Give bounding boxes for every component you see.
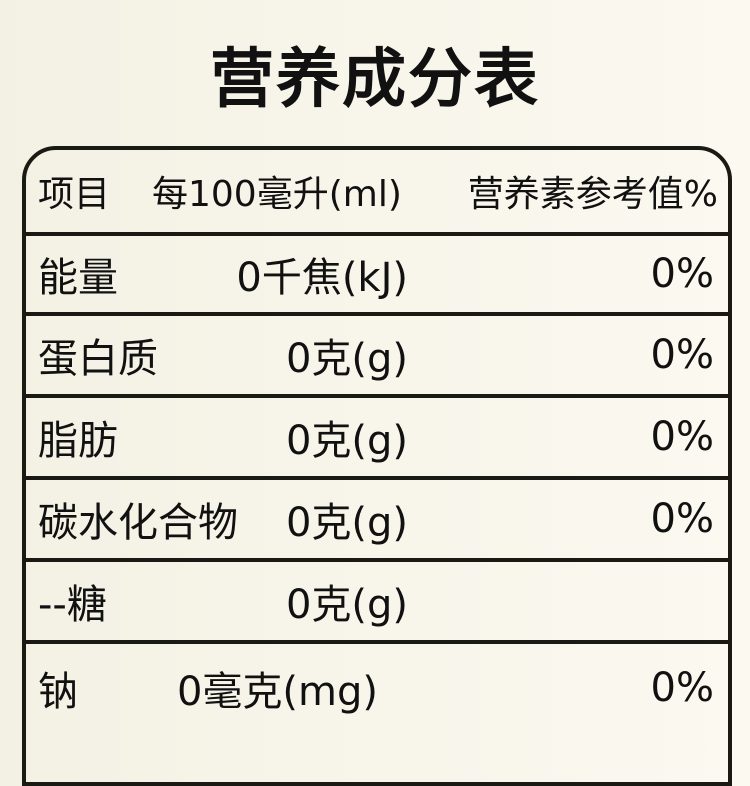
- row-amount: 0毫克(mg): [176, 669, 378, 715]
- row-nrv: 0%: [650, 496, 714, 542]
- row-amount: 0克(g): [285, 336, 408, 382]
- row-nrv: 0%: [650, 332, 714, 378]
- row-nrv: 0%: [650, 251, 714, 297]
- table-header: 项目 每100毫升(ml) 营养素参考值%: [26, 150, 728, 236]
- table-title: 营养成分表: [210, 43, 540, 117]
- row-amount: 0克(g): [285, 418, 408, 464]
- row-nrv: 0%: [650, 414, 714, 460]
- row-name: --糖: [38, 582, 107, 628]
- row-nrv: 0%: [650, 665, 714, 711]
- table-row: --糖 0克(g): [26, 562, 728, 644]
- table-row: 钠 0毫克(mg) 0%: [26, 644, 728, 732]
- row-amount: 0克(g): [285, 500, 408, 546]
- row-amount: 0千焦(kJ): [236, 255, 408, 301]
- nutrition-table: 项目 每100毫升(ml) 营养素参考值% 能量 0千焦(kJ) 0% 蛋白质 …: [22, 146, 732, 786]
- table-row: 脂肪 0克(g) 0%: [26, 398, 728, 480]
- header-per: 每100毫升(ml): [152, 174, 402, 215]
- row-name: 钠: [38, 669, 78, 715]
- row-amount: 0克(g): [285, 582, 408, 628]
- header-item: 项目: [38, 174, 111, 215]
- table-row: 能量 0千焦(kJ) 0%: [26, 236, 728, 316]
- table-row: 蛋白质 0克(g) 0%: [26, 316, 728, 398]
- row-name: 脂肪: [38, 418, 118, 464]
- header-nrv: 营养素参考值%: [467, 174, 718, 215]
- table-row: 碳水化合物 0克(g) 0%: [26, 480, 728, 562]
- row-name: 蛋白质: [38, 336, 158, 382]
- row-name: 碳水化合物: [38, 500, 238, 546]
- row-name: 能量: [38, 255, 118, 301]
